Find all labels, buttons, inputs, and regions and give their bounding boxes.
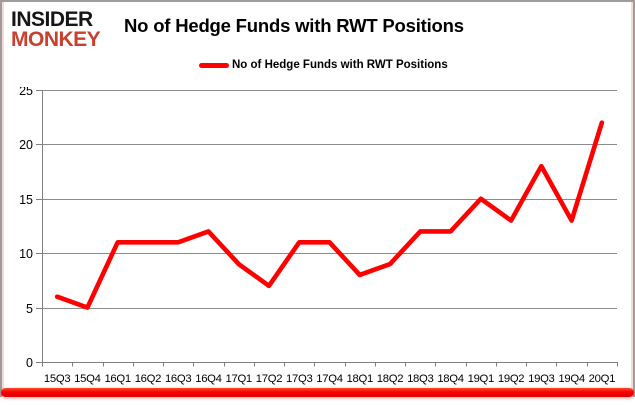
x-tick-label: 19Q1 [468, 373, 494, 385]
x-tick-label: 20Q1 [589, 373, 615, 385]
x-tick-label: 19Q4 [558, 373, 584, 385]
logo-text-monkey: MONKEY [11, 27, 101, 51]
y-tick-label: 5 [26, 302, 33, 316]
x-tick-label: 17Q1 [225, 373, 251, 385]
x-tick-label: 19Q3 [528, 373, 554, 385]
x-tick-label: 18Q4 [437, 373, 463, 385]
x-tick-label: 18Q1 [347, 373, 373, 385]
logo-text-insider: INSIDER [11, 8, 93, 31]
x-tick-label: 18Q3 [407, 373, 433, 385]
insider-monkey-logo: INSIDER MONKEY [11, 8, 101, 51]
y-tick-label: 20 [19, 138, 33, 152]
series-line [54, 120, 605, 310]
x-tick-label: 16Q1 [104, 373, 130, 385]
x-tick-label: 15Q3 [44, 373, 70, 385]
legend-line-swatch [199, 62, 229, 68]
x-tick-label: 17Q4 [316, 373, 342, 385]
x-tick-label: 16Q4 [195, 373, 221, 385]
x-tick-label: 16Q2 [135, 373, 161, 385]
legend-label: No of Hedge Funds with RWT Positions [232, 59, 448, 71]
x-tick-label: 15Q4 [74, 373, 100, 385]
legend: No of Hedge Funds with RWT Positions [199, 58, 448, 72]
x-tick-label: 19Q2 [498, 373, 524, 385]
y-tick-label: 25 [19, 87, 33, 98]
x-tick-label: 17Q3 [286, 373, 312, 385]
line-chart: 0 5 10 15 20 25 15Q3 15Q4 16Q1 16Q2 16Q3 16Q4 17Q1 17… [19, 87, 618, 385]
bottom-accent-bar [1, 388, 634, 397]
chart-title: No of Hedge Funds with RWT Positions [124, 15, 464, 36]
x-tick-label: 18Q2 [377, 373, 403, 385]
x-tick-label: 17Q2 [256, 373, 282, 385]
y-tick-label: 0 [26, 356, 33, 370]
y-tick-label: 10 [19, 247, 33, 261]
x-tick-label: 16Q3 [165, 373, 191, 385]
y-tick-label: 15 [19, 193, 33, 207]
